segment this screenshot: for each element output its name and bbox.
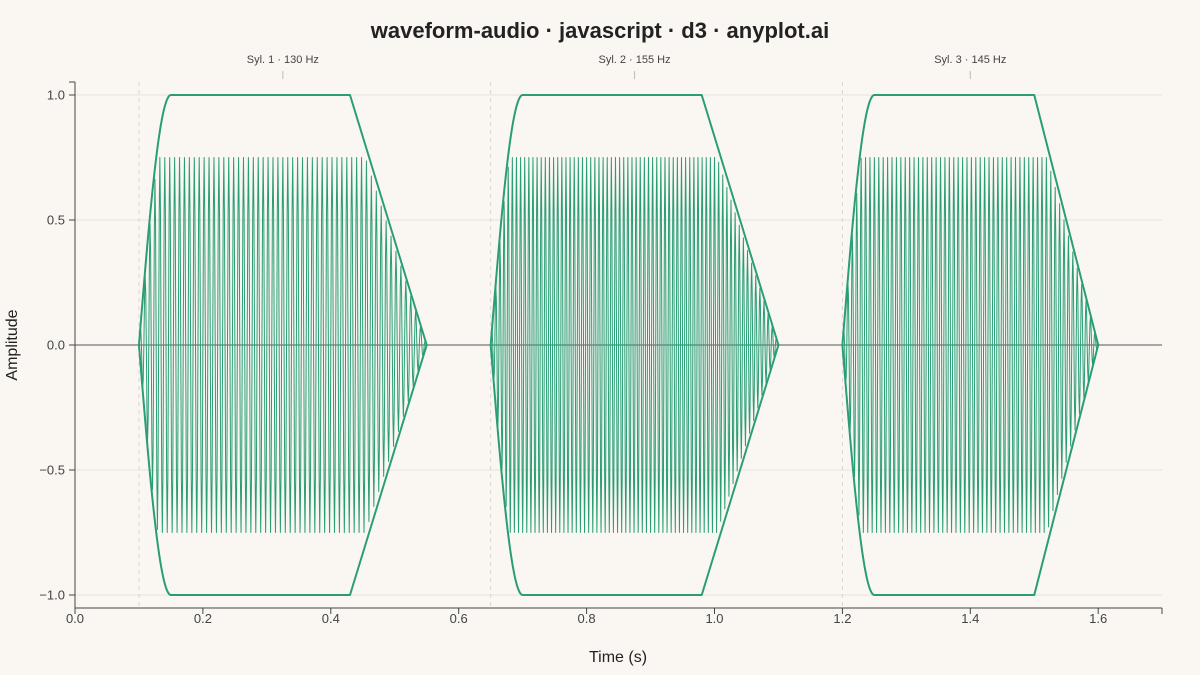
envelope-upper-line — [841, 94, 1100, 346]
y-tick-label: −1.0 — [39, 588, 65, 603]
waveform-line — [841, 157, 1099, 533]
y-tick-label: −0.5 — [39, 463, 65, 478]
envelope-series — [137, 94, 1100, 596]
waveform-line — [490, 157, 779, 533]
envelope-lower-line — [137, 344, 428, 596]
envelope-lower-line — [489, 344, 780, 596]
y-tick-label: 0.0 — [47, 338, 65, 353]
y-tick-label: 1.0 — [47, 88, 65, 103]
chart-title: waveform-audio · javascript · d3 · anypl… — [370, 18, 829, 43]
waveform-series — [138, 157, 1099, 533]
axes: 1.00.50.0−0.5−1.00.0 0.2 0.4 0.6 0.8 1.0 1.2 1.… — [39, 81, 1163, 626]
x-tick-label: 0.0 — [66, 611, 84, 626]
envelope-upper-line — [137, 94, 428, 346]
waveform-line — [138, 157, 428, 533]
x-tick-label: 0.6 — [450, 611, 468, 626]
x-tick-label: 1.6 — [1089, 611, 1107, 626]
envelope-upper-line — [489, 94, 780, 346]
envelope-lower-line — [841, 344, 1100, 596]
syllable-annotations: Syl. 1 · 130 Hz Syl. 2 · 155 Hz Syl. 3 · 1… — [247, 54, 1006, 79]
y-tick-label: 0.5 — [47, 213, 65, 228]
syllable-label: Syl. 2 · 155 Hz — [598, 54, 670, 66]
x-tick-label: 0.8 — [578, 611, 596, 626]
x-tick-label: 1.4 — [961, 611, 979, 626]
x-tick-label: 0.4 — [322, 611, 340, 626]
x-axis-label: Time (s) — [589, 649, 647, 666]
syllable-label: Syl. 1 · 130 Hz — [247, 54, 319, 66]
x-tick-label: 1.0 — [705, 611, 723, 626]
x-tick-label: 0.2 — [194, 611, 212, 626]
x-tick-label: 1.2 — [833, 611, 851, 626]
y-axis-label: Amplitude — [4, 309, 21, 380]
syllable-label: Syl. 3 · 145 Hz — [934, 54, 1006, 66]
